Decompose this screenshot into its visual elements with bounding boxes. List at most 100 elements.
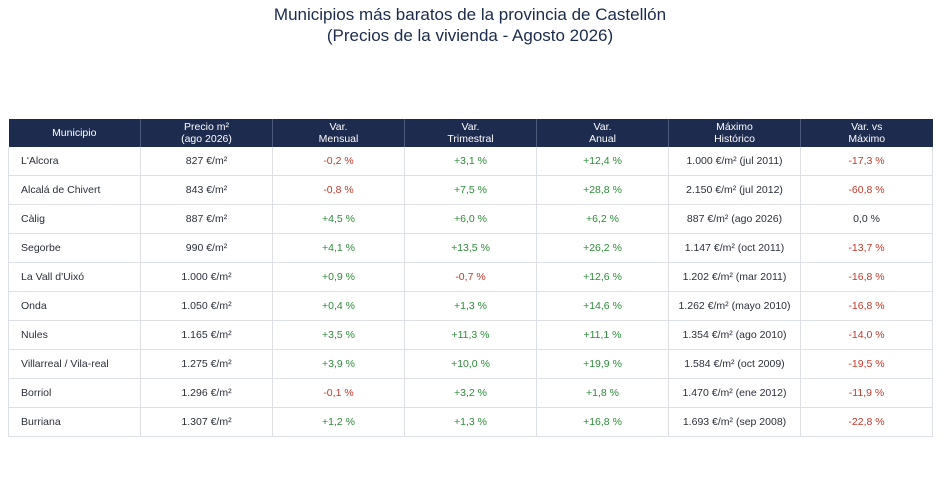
table-row: Villarreal / Vila-real 1.275 €/m² +3,9 % +1…: [8, 349, 933, 379]
column-header-line: Var.: [593, 121, 612, 133]
table-cell: 843 €/m²: [140, 175, 273, 205]
column-header: Var. Trimestral: [404, 119, 537, 147]
table-row: L'Alcora 827 €/m² -0,2 % +3,1 % +12,4 % 1.000…: [8, 147, 933, 176]
table-cell: +12,4 %: [536, 147, 669, 176]
table-cell: +4,1 %: [272, 233, 405, 263]
table-cell: +11,1 %: [536, 320, 669, 350]
table-row: Burriana 1.307 €/m² +1,2 % +1,3 % +16,8 % 1.6…: [8, 407, 933, 437]
table-cell: +14,6 %: [536, 291, 669, 321]
table-cell: 0,0 %: [800, 204, 933, 234]
table-row: Nules 1.165 €/m² +3,5 % +11,3 % +11,1 % 1.354…: [8, 320, 933, 350]
title-line-1: Municipios más baratos de la provincia d…: [273, 5, 667, 24]
table-cell: -13,7 %: [800, 233, 933, 263]
table-cell: 1.050 €/m²: [140, 291, 273, 321]
table-cell: +3,2 %: [404, 378, 537, 408]
table-cell: Borriol: [8, 378, 141, 408]
column-header-line: Máximo: [716, 121, 753, 133]
table-row: La Vall d'Uixó 1.000 €/m² +0,9 % -0,7 % +12,…: [8, 262, 933, 292]
column-header-line: Máximo: [848, 133, 886, 145]
table-cell: 1.147 €/m² (oct 2011): [668, 233, 801, 263]
page-title: Municipios más baratos de la provincia d…: [0, 4, 940, 46]
table-cell: +0,4 %: [272, 291, 405, 321]
table-cell: -60,8 %: [800, 175, 933, 205]
table-cell: 1.262 €/m² (mayo 2010): [668, 291, 801, 321]
column-header: Municipio: [8, 119, 141, 147]
table-cell: +3,5 %: [272, 320, 405, 350]
table-cell: -0,1 %: [272, 378, 405, 408]
title-line-2: (Precios de la vivienda - Agosto 2026): [326, 26, 614, 45]
table-cell: +13,5 %: [404, 233, 537, 263]
table-cell: 2.150 €/m² (jul 2012): [668, 175, 801, 205]
table-cell: +7,5 %: [404, 175, 537, 205]
table-cell: 1.000 €/m²: [140, 262, 273, 292]
table-cell: -16,8 %: [800, 262, 933, 292]
table-cell: 1.470 €/m² (ene 2012): [668, 378, 801, 408]
table-cell: +6,2 %: [536, 204, 669, 234]
table-cell: 1.307 €/m²: [140, 407, 273, 437]
table-cell: +10,0 %: [404, 349, 537, 379]
table-cell: 1.202 €/m² (mar 2011): [668, 262, 801, 292]
table-row: Càlig 887 €/m² +4,5 % +6,0 % +6,2 % 887 €/m² …: [8, 204, 933, 234]
table-cell: +3,9 %: [272, 349, 405, 379]
table-cell: La Vall d'Uixó: [8, 262, 141, 292]
table-cell: Villarreal / Vila-real: [8, 349, 141, 379]
table-cell: Segorbe: [8, 233, 141, 263]
table-cell: Càlig: [8, 204, 141, 234]
column-header-line: Municipio: [52, 127, 97, 139]
table-cell: +0,9 %: [272, 262, 405, 292]
table-cell: +3,1 %: [404, 147, 537, 176]
price-table: Municipio Precio m² (ago 2026) Var. Mensual V…: [8, 119, 933, 437]
table-cell: 1.296 €/m²: [140, 378, 273, 408]
column-header-line: (ago 2026): [181, 133, 232, 145]
table-cell: -16,8 %: [800, 291, 933, 321]
table-cell: 1.000 €/m² (jul 2011): [668, 147, 801, 176]
table-cell: +6,0 %: [404, 204, 537, 234]
table-cell: 1.584 €/m² (oct 2009): [668, 349, 801, 379]
table-cell: Onda: [8, 291, 141, 321]
table-cell: -0,2 %: [272, 147, 405, 176]
table-cell: +26,2 %: [536, 233, 669, 263]
table-row: Alcalá de Chivert 843 €/m² -0,8 % +7,5 % +28…: [8, 175, 933, 205]
table-cell: +12,6 %: [536, 262, 669, 292]
table-row: Borriol 1.296 €/m² -0,1 % +3,2 % +1,8 % 1.470…: [8, 378, 933, 408]
table-cell: 1.354 €/m² (ago 2010): [668, 320, 801, 350]
table-cell: -19,5 %: [800, 349, 933, 379]
column-header-line: Var. vs: [851, 121, 883, 133]
column-header-line: Precio m²: [184, 121, 229, 133]
table-cell: +1,3 %: [404, 407, 537, 437]
table-cell: 1.165 €/m²: [140, 320, 273, 350]
table-cell: 1.275 €/m²: [140, 349, 273, 379]
table-header-row: Municipio Precio m² (ago 2026) Var. Mensual V…: [8, 119, 933, 147]
column-header-line: Anual: [589, 133, 616, 145]
table-cell: -17,3 %: [800, 147, 933, 176]
table-cell: 827 €/m²: [140, 147, 273, 176]
column-header: Máximo Histórico: [668, 119, 801, 147]
table-header: Municipio Precio m² (ago 2026) Var. Mensual V…: [8, 119, 933, 147]
table-cell: -14,0 %: [800, 320, 933, 350]
column-header-line: Histórico: [714, 133, 755, 145]
table-cell: +16,8 %: [536, 407, 669, 437]
column-header: Precio m² (ago 2026): [140, 119, 273, 147]
column-header-line: Mensual: [318, 133, 359, 145]
table-row: Onda 1.050 €/m² +0,4 % +1,3 % +14,6 % 1.262 €…: [8, 291, 933, 321]
column-header-line: Var.: [461, 121, 480, 133]
table-cell: +11,3 %: [404, 320, 537, 350]
table-cell: Nules: [8, 320, 141, 350]
column-header-line: Trimestral: [447, 133, 494, 145]
column-header: Var. Anual: [536, 119, 669, 147]
table-row: Segorbe 990 €/m² +4,1 % +13,5 % +26,2 % 1.147…: [8, 233, 933, 263]
table-cell: +4,5 %: [272, 204, 405, 234]
table-cell: 887 €/m² (ago 2026): [668, 204, 801, 234]
table-cell: +28,8 %: [536, 175, 669, 205]
table-cell: Burriana: [8, 407, 141, 437]
table-cell: +19,9 %: [536, 349, 669, 379]
table-cell: +1,8 %: [536, 378, 669, 408]
table-cell: +1,2 %: [272, 407, 405, 437]
table-cell: L'Alcora: [8, 147, 141, 176]
table-cell: -22,8 %: [800, 407, 933, 437]
table-body: L'Alcora 827 €/m² -0,2 % +3,1 % +12,4 % 1.000…: [8, 147, 933, 437]
table-cell: -11,9 %: [800, 378, 933, 408]
table-cell: Alcalá de Chivert: [8, 175, 141, 205]
table-cell: 990 €/m²: [140, 233, 273, 263]
table-cell: 1.693 €/m² (sep 2008): [668, 407, 801, 437]
